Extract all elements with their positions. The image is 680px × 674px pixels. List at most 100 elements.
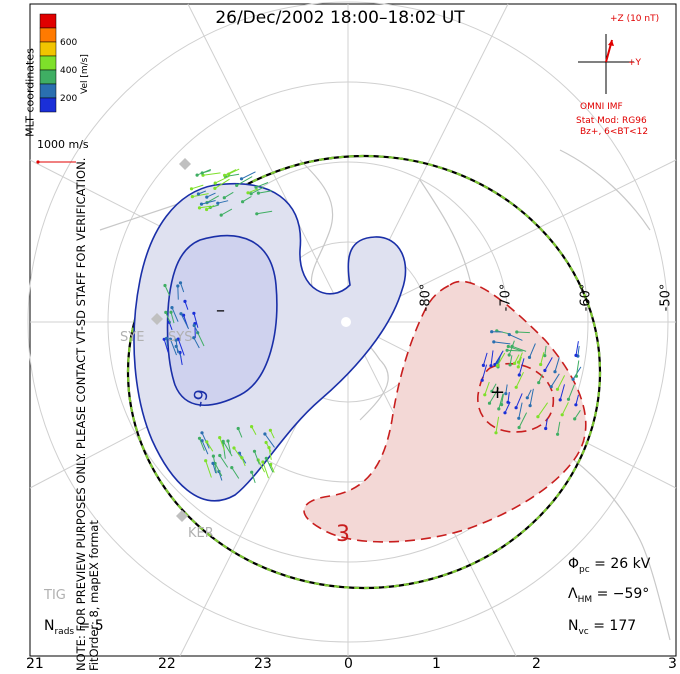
velocity-vector-origin [205, 207, 209, 212]
velocity-vector [557, 421, 561, 435]
mlt-hour-21: 21 [26, 656, 44, 672]
velocity-vector-origin [230, 466, 234, 470]
velocity-vector-origin [250, 425, 254, 429]
velocity-vector [201, 432, 210, 449]
hm-boundary-latitude: ΛHM = −59° [568, 586, 650, 605]
velocity-vector [231, 467, 240, 479]
colorbar-tick-600: 600 [60, 38, 78, 48]
velocity-vector [509, 334, 523, 341]
velocity-vector-origin [182, 313, 186, 317]
velocity-vector-origin [537, 381, 541, 385]
lat-label-80: -80° [418, 283, 434, 312]
phi-pc-value: 26 kV [610, 556, 651, 572]
velocity-vector-origin [508, 363, 512, 367]
velocity-vector [227, 440, 232, 454]
velocity-vector [559, 384, 565, 401]
velocity-vector [197, 332, 205, 347]
velocity-vector-origin [574, 403, 578, 407]
velocity-vector-origin [213, 186, 217, 190]
velocity-vector-origin [500, 403, 504, 407]
velocity-vector [180, 282, 185, 293]
velocity-vector-origin [189, 187, 194, 191]
colorbar-title: Vel [m/s] [80, 54, 90, 94]
velocity-vector-origin [490, 389, 494, 393]
velocity-vector [177, 285, 179, 300]
velocity-vector [177, 338, 185, 356]
velocity-vector [169, 339, 177, 356]
velocity-vector-origin [264, 456, 268, 460]
mlt-hour-1: 1 [432, 656, 441, 672]
velocity-vector-origin [514, 385, 518, 389]
velocity-vector-origin [497, 407, 501, 411]
imf-model-label: Stat Mod: RG96 [576, 116, 647, 126]
velocity-vector-origin [252, 449, 257, 453]
velocity-vector [233, 447, 243, 460]
velocity-vector [171, 307, 179, 322]
velocity-vector [514, 354, 520, 364]
velocity-vector-origin [507, 333, 511, 337]
plot-frame [29, 3, 677, 657]
velocity-vector [164, 285, 171, 296]
velocity-vector [219, 437, 225, 451]
velocity-vector [509, 355, 513, 365]
velocity-vector [518, 402, 523, 419]
velocity-vector-origin [514, 406, 518, 410]
velocity-vector [557, 375, 566, 390]
lat-label-70: -70° [498, 283, 514, 312]
velocity-vector [225, 173, 240, 177]
coord-system-label: MLT coordinates [23, 48, 37, 137]
pole-marker [341, 317, 351, 327]
velocity-vector-origin [543, 354, 547, 358]
velocity-vector-origin [190, 195, 194, 199]
velocity-vector [237, 428, 243, 438]
velocity-vector-origin [539, 362, 543, 367]
velocity-vector [498, 393, 504, 410]
velocity-vector-origin [197, 206, 202, 210]
velocity-vector [236, 176, 253, 186]
n-rads-value: 5 [94, 618, 104, 634]
velocity-vector [242, 196, 252, 203]
velocity-vector-origin [196, 192, 200, 196]
velocity-vector-origin [525, 396, 529, 400]
velocity-vector-origin [249, 192, 253, 196]
map-title: 26/Dec/2002 18:00–18:02 UT [215, 8, 465, 28]
velocity-vector-origin [527, 355, 532, 359]
velocity-vector-origin [506, 400, 510, 404]
velocity-vector-origin [219, 213, 223, 217]
imf-z-label: +Z (10 nT) [610, 14, 660, 24]
velocity-vector [219, 455, 229, 468]
velocity-vector [165, 312, 171, 324]
velocity-vector-origin [236, 426, 240, 431]
velocity-vector [544, 345, 547, 356]
velocity-vector-origin [566, 397, 571, 401]
velocity-vector-origin [192, 311, 196, 315]
velocity-vector-origin [246, 191, 250, 195]
velocity-vector [265, 442, 272, 452]
colorbar-swatch [39, 69, 57, 85]
velocity-vector [224, 191, 234, 199]
colorbar-swatch [39, 27, 57, 43]
mlt-hour-0: 0 [344, 656, 353, 672]
velocity-vector-origin [195, 173, 199, 177]
velocity-vector-origin [504, 392, 508, 396]
velocity-vector [228, 168, 240, 175]
velocity-vector-origin [515, 330, 519, 334]
velocity-vector [202, 172, 221, 176]
imf-condition-label: Bz+, 6<BT<12 [580, 127, 649, 137]
velocity-vector-origin [543, 368, 547, 373]
velocity-vector [484, 381, 490, 395]
velocity-vector-origin [503, 411, 507, 415]
velocity-vector [540, 352, 545, 365]
velocity-vector [222, 441, 233, 457]
negative-inner-contour [166, 234, 278, 406]
velocity-vector [247, 188, 259, 194]
velocity-vector [489, 387, 500, 404]
lat-label-60: -60° [578, 283, 594, 312]
velocity-vector [180, 313, 190, 330]
velocity-vector-origin [263, 432, 267, 436]
velocity-vector [206, 441, 214, 452]
velocity-vector [262, 461, 269, 479]
velocity-vector [574, 410, 581, 420]
